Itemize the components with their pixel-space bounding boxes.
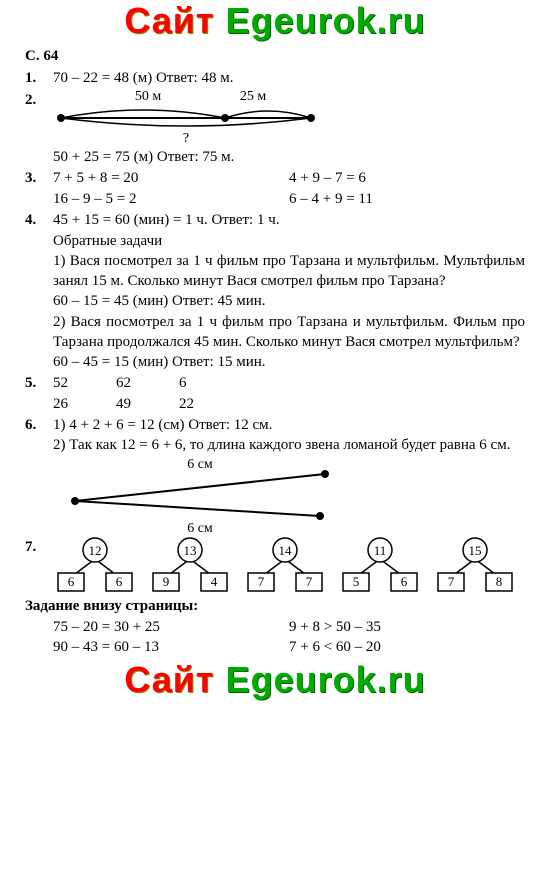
svg-text:?: ? xyxy=(183,131,189,145)
svg-text:7: 7 xyxy=(448,574,455,589)
svg-text:12: 12 xyxy=(89,543,102,558)
svg-text:6: 6 xyxy=(116,574,123,589)
svg-text:15: 15 xyxy=(469,543,482,558)
svg-text:6: 6 xyxy=(401,574,408,589)
svg-text:25 м: 25 м xyxy=(240,90,267,104)
tree-diagram: 12 6 6 xyxy=(53,537,138,592)
p2-diagram: 50 м 25 м ? xyxy=(53,90,323,145)
problem-2: 2. 50 м 25 м ? 50 + 25 = 75 (м) Ответ: 7… xyxy=(25,90,525,167)
svg-text:14: 14 xyxy=(279,543,293,558)
svg-text:7: 7 xyxy=(306,574,313,589)
svg-text:7: 7 xyxy=(258,574,265,589)
problem-5: 5. 52 62 6 26 49 22 xyxy=(25,373,525,414)
tree-diagram: 1578 xyxy=(433,537,518,592)
svg-text:6: 6 xyxy=(68,574,75,589)
svg-text:5: 5 xyxy=(353,574,360,589)
tree-diagram: 14 7 7 xyxy=(243,537,328,592)
p6-diagram: 6 см 6 см xyxy=(25,456,525,536)
content: С. 64 1. 70 – 22 = 48 (м) Ответ: 48 м. 2… xyxy=(0,42,550,659)
problem-4: 4. 45 + 15 = 60 (мин) = 1 ч. Ответ: 1 ч.… xyxy=(25,210,525,372)
bottom-label: Задание внизу страницы: xyxy=(25,596,525,616)
svg-text:9: 9 xyxy=(163,574,170,589)
watermark-bottom: Сайт Egeurok.ru xyxy=(0,659,550,701)
problem-1: 1. 70 – 22 = 48 (м) Ответ: 48 м. xyxy=(25,68,525,88)
svg-text:11: 11 xyxy=(374,543,387,558)
tree-diagram: 11 5 6 xyxy=(338,537,423,592)
problem-6: 6. 1) 4 + 2 + 6 = 12 (см) Ответ: 12 см. … xyxy=(25,415,525,456)
problem-7: 7. 12661394147711561578 xyxy=(25,537,525,592)
p2-text: 50 + 25 = 75 (м) Ответ: 75 м. xyxy=(53,147,525,167)
problem-3: 3. 7 + 5 + 8 = 20 4 + 9 – 7 = 6 xyxy=(25,168,525,188)
svg-text:13: 13 xyxy=(184,543,197,558)
svg-text:6 см: 6 см xyxy=(187,521,213,536)
page-label: С. 64 xyxy=(25,46,525,66)
svg-text:6 см: 6 см xyxy=(187,457,213,472)
watermark-top: Сайт Egeurok.ru xyxy=(0,0,550,42)
svg-text:50 м: 50 м xyxy=(135,90,162,104)
p1-text: 70 – 22 = 48 (м) Ответ: 48 м. xyxy=(53,68,525,88)
svg-text:4: 4 xyxy=(211,574,218,589)
tree-diagram: 13 9 4 xyxy=(148,537,233,592)
svg-text:8: 8 xyxy=(496,574,503,589)
